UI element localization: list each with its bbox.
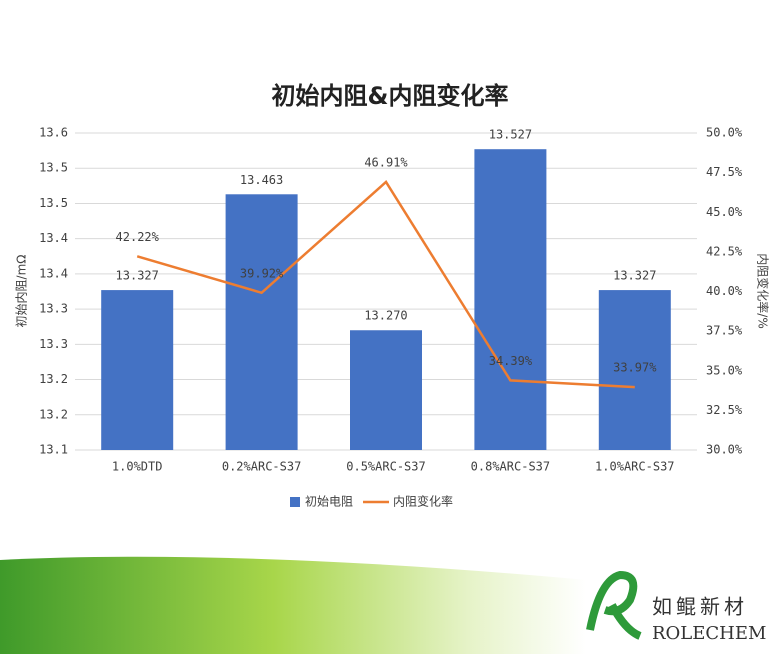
logo-mark — [586, 570, 642, 640]
y-axis-title: 初始内阻/mΩ — [15, 255, 29, 328]
y-tick-label: 13.5 — [39, 161, 68, 175]
x-tick-label: 1.0%ARC-S37 — [595, 460, 674, 474]
logo-name: 如鲲新材 — [652, 595, 748, 619]
bar-value-label: 13.527 — [489, 128, 532, 142]
y-tick-label: 13.3 — [39, 302, 68, 316]
y-tick-label: 13.2 — [39, 407, 68, 421]
x-tick-label: 0.5%ARC-S37 — [346, 460, 425, 474]
y2-tick-label: 42.5% — [706, 244, 743, 258]
line-value-label: 46.91% — [364, 155, 408, 169]
bar — [474, 149, 547, 451]
y-tick-label: 13.5 — [39, 196, 68, 210]
bar — [101, 290, 174, 450]
y2-tick-label: 35.0% — [706, 363, 743, 377]
line-value-label: 34.39% — [489, 354, 533, 368]
y-tick-label: 13.1 — [39, 443, 68, 457]
y2-tick-label: 45.0% — [706, 205, 743, 219]
bar-value-label: 13.327 — [116, 269, 159, 283]
y-tick-label: 13.6 — [39, 126, 68, 140]
bar-value-label: 13.463 — [240, 173, 283, 187]
y2-tick-label: 32.5% — [706, 403, 743, 417]
bar-value-label: 13.327 — [613, 269, 656, 283]
bar — [225, 194, 298, 450]
x-tick-label: 0.2%ARC-S37 — [222, 460, 301, 474]
chart-title: 初始内阻&内阻变化率 — [272, 82, 509, 110]
x-tick-label: 1.0%DTD — [112, 460, 163, 474]
line-value-label: 33.97% — [613, 361, 657, 375]
y2-tick-label: 30.0% — [706, 443, 743, 457]
y-tick-label: 13.4 — [39, 231, 68, 245]
y2-axis-title: 内阻变化率/% — [756, 253, 771, 328]
line — [136, 180, 635, 389]
y2-tick-label: 40.0% — [706, 284, 743, 298]
y2-tick-label: 47.5% — [706, 165, 743, 179]
y2-tick-label: 37.5% — [706, 324, 743, 338]
y2-tick-label: 50.0% — [706, 126, 743, 140]
y-tick-label: 13.4 — [39, 266, 68, 280]
bar-value-label: 13.270 — [364, 309, 407, 323]
x-tick-label: 0.8%ARC-S37 — [471, 460, 550, 474]
legend-swatch — [290, 497, 300, 507]
footer-band — [0, 556, 781, 654]
legend-label: 初始电阻 — [305, 495, 353, 509]
bar — [598, 290, 671, 450]
line-value-label: 39.92% — [240, 266, 284, 280]
logo-brand: ROLECHEM — [652, 623, 766, 644]
line-value-label: 42.22% — [116, 230, 160, 244]
y-tick-label: 13.3 — [39, 337, 68, 351]
legend-label: 内阻变化率 — [393, 494, 453, 509]
bar — [350, 330, 422, 450]
y-tick-label: 13.2 — [39, 372, 68, 386]
